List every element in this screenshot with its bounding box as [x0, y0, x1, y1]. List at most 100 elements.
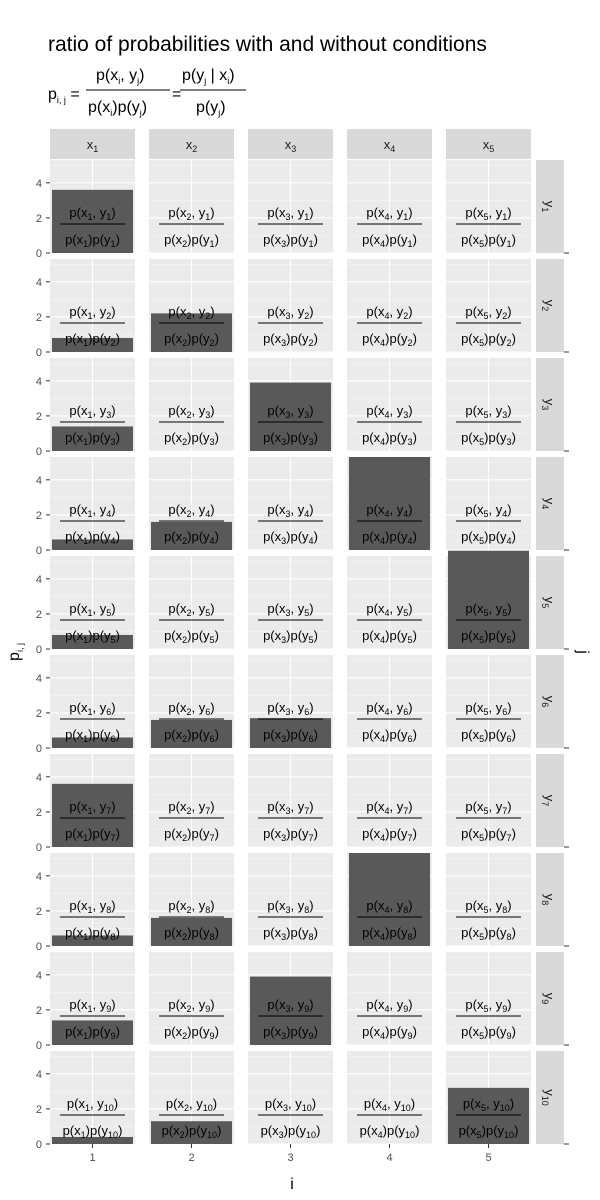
- y-tick-label: 2: [36, 1005, 42, 1017]
- cell-numerator: p(x2, y5): [168, 601, 214, 618]
- cell-denominator: p(x1)p(y6): [65, 727, 120, 744]
- row-strip: [536, 556, 564, 649]
- cell-numerator: p(x5, y2): [465, 304, 511, 321]
- bar: [52, 783, 133, 847]
- cell-denominator: p(x2)p(y7): [164, 826, 219, 843]
- cell-numerator: p(x5, y10): [463, 1096, 514, 1113]
- y-tick-label: 4: [36, 376, 42, 388]
- cell-denominator: p(x4)p(y2): [362, 331, 417, 348]
- x-tick-label: 1: [89, 1152, 95, 1164]
- cell-denominator: p(x1)p(y8): [65, 925, 120, 942]
- y-tick-label: 4: [36, 772, 42, 784]
- bar: [151, 719, 232, 748]
- y-tick-label: 0: [36, 842, 42, 854]
- bar: [52, 634, 133, 649]
- y-tick-label: 2: [36, 609, 42, 621]
- formula-frac2-numerator: p(yj | xi): [182, 67, 235, 86]
- cell-numerator: p(x3, y7): [267, 799, 313, 816]
- bar: [250, 382, 331, 451]
- cell-numerator: p(x2, y10): [166, 1096, 217, 1113]
- x-tick-label: 3: [287, 1152, 293, 1164]
- y-tick-label: 0: [36, 743, 42, 755]
- cell-denominator: p(x2)p(y6): [164, 727, 219, 744]
- cell-denominator: p(x4)p(y10): [360, 1123, 420, 1140]
- cell-numerator: p(x4, y1): [366, 205, 412, 222]
- cell-numerator: p(x2, y7): [168, 799, 214, 816]
- column-strip: [248, 129, 333, 159]
- bar: [448, 1087, 529, 1144]
- cell-numerator: p(x5, y6): [465, 700, 511, 717]
- cell-numerator: p(x1, y6): [69, 700, 115, 717]
- cell-denominator: p(x5)p(y4): [461, 529, 516, 546]
- y-tick-label: 4: [36, 277, 42, 289]
- cell-numerator: p(x5, y5): [465, 601, 511, 618]
- cell-denominator: p(x2)p(y10): [162, 1123, 222, 1140]
- formula-lhs: pi, j =: [48, 86, 80, 105]
- y-tick-label: 2: [36, 807, 42, 819]
- cell-numerator: p(x3, y6): [267, 700, 313, 717]
- cell-numerator: p(x5, y7): [465, 799, 511, 816]
- y-tick-label: 2: [36, 510, 42, 522]
- y-tick-label: 4: [36, 178, 42, 190]
- row-strip: [536, 1051, 564, 1144]
- cell-numerator: p(x5, y9): [465, 997, 511, 1014]
- column-strip-label: x1: [87, 137, 99, 154]
- row-strip-label: y10: [540, 1089, 557, 1106]
- cell-denominator: p(x2)p(y4): [164, 529, 219, 546]
- bar: [349, 853, 430, 946]
- cell-numerator: p(x1, y2): [69, 304, 115, 321]
- bar: [52, 1020, 133, 1045]
- cell-numerator: p(x1, y5): [69, 601, 115, 618]
- y-tick-label: 0: [36, 941, 42, 953]
- y-tick-label: 0: [36, 1139, 42, 1151]
- cell-denominator: p(x3)p(y9): [263, 1024, 318, 1041]
- formula-frac1-denominator: p(xi)p(yj): [88, 99, 147, 118]
- cell-denominator: p(x3)p(y6): [263, 727, 318, 744]
- bar: [52, 426, 133, 451]
- row-strip: [536, 952, 564, 1045]
- formula: pi, j = p(xi, yj) p(xi)p(yj) = p(yj | xi…: [48, 67, 246, 118]
- formula-equals: =: [172, 86, 181, 103]
- cell-denominator: p(x5)p(y6): [461, 727, 516, 744]
- cell-denominator: p(x3)p(y4): [263, 529, 318, 546]
- cell-denominator: p(x2)p(y5): [164, 628, 219, 645]
- cell-denominator: p(x3)p(y3): [263, 430, 318, 447]
- cell-denominator: p(x3)p(y2): [263, 331, 318, 348]
- cell-denominator: p(x2)p(y1): [164, 232, 219, 249]
- row-strip: [536, 853, 564, 946]
- y-tick-label: 4: [36, 970, 42, 982]
- cell-denominator: p(x4)p(y9): [362, 1024, 417, 1041]
- y-tick-label: 4: [36, 673, 42, 685]
- column-strip: [347, 129, 432, 159]
- row-strip: [536, 457, 564, 550]
- row-strip: [536, 259, 564, 352]
- cell-numerator: p(x3, y10): [265, 1096, 316, 1113]
- cell-denominator: p(x4)p(y1): [362, 232, 417, 249]
- cell-numerator: p(x2, y9): [168, 997, 214, 1014]
- y-tick-label: 4: [36, 574, 42, 586]
- y-tick-label: 2: [36, 312, 42, 324]
- row-strip-label: y8: [540, 894, 557, 906]
- bar: [151, 313, 232, 352]
- bar: [52, 189, 133, 253]
- cell-denominator: p(x5)p(y5): [461, 628, 516, 645]
- cell-denominator: p(x2)p(y2): [164, 331, 219, 348]
- cell-denominator: p(x1)p(y9): [65, 1024, 120, 1041]
- row-strip-label: y5: [540, 597, 557, 609]
- cell-numerator: p(x4, y6): [366, 700, 412, 717]
- cell-denominator: p(x3)p(y5): [263, 628, 318, 645]
- cell-denominator: p(x1)p(y4): [65, 529, 120, 546]
- row-strip-label: y4: [540, 498, 557, 510]
- cell-denominator: p(x5)p(y3): [461, 430, 516, 447]
- y-tick-label: 4: [36, 1069, 42, 1081]
- cell-denominator: p(x4)p(y4): [362, 529, 417, 546]
- cell-denominator: p(x5)p(y10): [459, 1123, 519, 1140]
- bar: [250, 976, 331, 1045]
- cell-denominator: p(x2)p(y3): [164, 430, 219, 447]
- bar: [151, 1121, 232, 1144]
- y-tick-label: 2: [36, 708, 42, 720]
- y-tick-label: 0: [36, 545, 42, 557]
- x-tick-label: 4: [386, 1152, 392, 1164]
- cell-numerator: p(x3, y2): [267, 304, 313, 321]
